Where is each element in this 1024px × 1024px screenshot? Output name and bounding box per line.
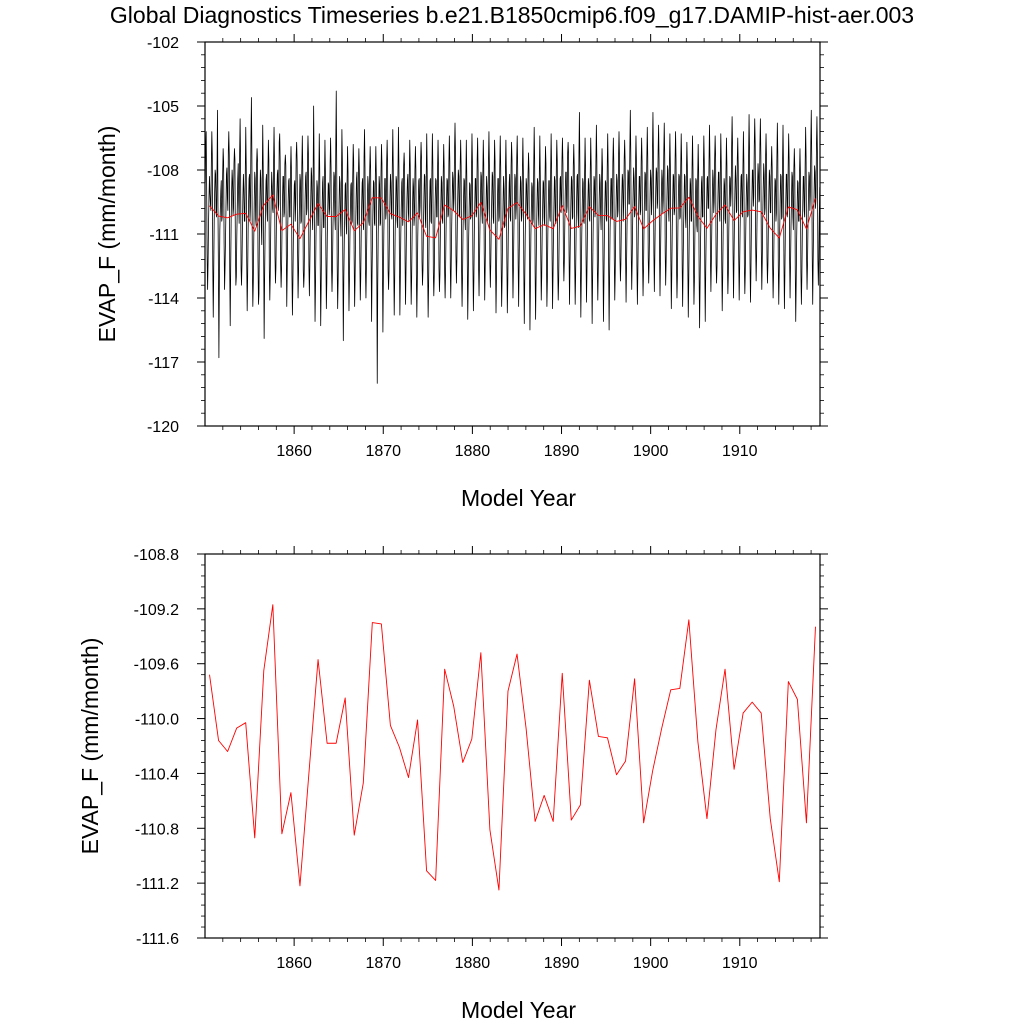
y-tick-label: -114: [148, 291, 179, 308]
y-tick-label: -105: [147, 99, 179, 116]
y-tick-label: -111.2: [136, 876, 179, 893]
y-tick-label: -109.6: [134, 657, 179, 674]
x-tick-label: 1890: [544, 955, 580, 972]
x-tick-label: 1870: [365, 443, 401, 460]
x-tick-label: 1860: [276, 955, 312, 972]
y-tick-label: -102: [147, 35, 179, 52]
x-tick-label: 1900: [633, 443, 669, 460]
series-line-0: [209, 604, 816, 891]
x-axis-label: Model Year: [461, 997, 576, 1023]
y-tick-label: -110.8: [135, 821, 179, 838]
y-axis-label: EVAP_F (mm/month): [77, 638, 103, 855]
plot-frame: [204, 553, 821, 939]
y-tick-label: -108: [147, 163, 179, 180]
x-tick-label: 1890: [544, 443, 580, 460]
x-tick-label: 1880: [455, 443, 491, 460]
bottom-panel: 1860 1870 1880 1890 1900 1910 -111.6 -111.2 -110…: [77, 546, 828, 1023]
y-tick-label: -110.4: [135, 766, 179, 783]
y-tick-label: -111: [149, 227, 179, 244]
series-line-1: [209, 194, 816, 240]
x-tick-label: 1880: [455, 955, 491, 972]
series-line-0: [204, 90, 821, 384]
x-tick-label: 1900: [633, 955, 669, 972]
x-tick-label: 1910: [722, 443, 758, 460]
y-tick-label: -109.2: [134, 602, 179, 619]
y-tick-label: -117: [148, 355, 179, 372]
chart-title: Global Diagnostics Timeseries b.e21.B185…: [109, 2, 915, 28]
top-panel: 1860 1870 1880 1890 1900 1910 -120 -117 -114 -111…: [94, 34, 828, 511]
x-tick-label: 1860: [276, 443, 312, 460]
y-tick-label: -108.8: [134, 547, 179, 564]
y-tick-label: -110.0: [135, 712, 179, 729]
x-tick-label: 1870: [365, 955, 401, 972]
y-tick-label: -120: [147, 419, 179, 436]
y-axis-label: EVAP_F (mm/month): [94, 126, 120, 343]
x-axis-label: Model Year: [461, 485, 576, 511]
x-tick-label: 1910: [722, 955, 758, 972]
y-tick-label: -111.6: [136, 931, 179, 948]
